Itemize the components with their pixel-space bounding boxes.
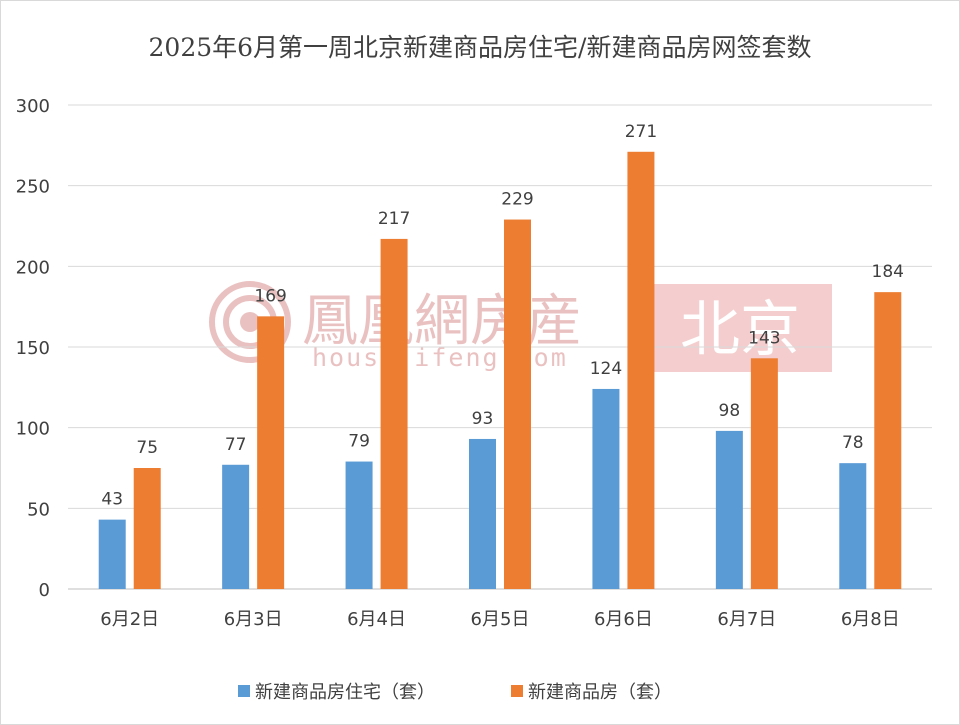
- bar-residential: [469, 438, 496, 589]
- data-label: 43: [101, 490, 123, 510]
- watermark-brand: 鳳凰網房産: [302, 289, 582, 354]
- data-label: 271: [625, 122, 657, 142]
- y-tick-label: 50: [27, 499, 50, 520]
- data-label: 98: [719, 401, 741, 421]
- gridlines: [68, 104, 932, 590]
- bar-residential: [839, 463, 867, 589]
- x-tick-label: 6月8日: [841, 609, 900, 630]
- x-tick-label: 6月5日: [471, 609, 530, 630]
- data-label: 77: [225, 435, 247, 455]
- y-tick-label: 200: [16, 257, 50, 278]
- y-tick-label: 100: [16, 419, 50, 440]
- legend-swatch: [511, 685, 523, 697]
- x-tick-label: 6月3日: [224, 609, 283, 630]
- data-label: 229: [501, 190, 533, 210]
- data-label: 75: [136, 438, 158, 458]
- y-axis-ticks: 0 50 100 150 200 250 300: [16, 96, 50, 601]
- bar-residential: [98, 519, 126, 589]
- bar-residential: [222, 464, 250, 589]
- bar-total: [874, 292, 902, 589]
- chart-title: 2025年6月第一周北京新建商品房住宅/新建商品房网签套数: [149, 33, 812, 62]
- watermark-city: 北京: [680, 295, 800, 365]
- watermark-city-badge: [648, 284, 832, 372]
- bar-total: [627, 151, 655, 589]
- legend-label: 新建商品房住宅（套）: [255, 682, 435, 703]
- data-label: 143: [748, 328, 780, 348]
- data-label: 217: [378, 209, 410, 229]
- x-tick-label: 6月6日: [594, 609, 653, 630]
- bar-total: [257, 316, 285, 589]
- y-tick-label: 250: [16, 177, 50, 198]
- legend-swatch: [238, 685, 250, 697]
- bar-total: [504, 219, 531, 589]
- y-tick-label: 300: [16, 96, 50, 117]
- data-label: 93: [472, 409, 494, 429]
- legend: 新建商品房住宅（套） 新建商品房（套）: [238, 682, 672, 703]
- x-tick-label: 6月4日: [347, 609, 406, 630]
- data-label: 184: [872, 262, 904, 282]
- data-labels: 43 75 77 169 79 217 93 229 124 271 98 143 78 184: [101, 122, 904, 510]
- bar-residential: [345, 461, 373, 589]
- x-tick-label: 6月7日: [717, 609, 776, 630]
- bar-total: [133, 468, 161, 589]
- data-label: 169: [254, 286, 286, 306]
- data-label: 78: [842, 433, 864, 453]
- bar-total: [750, 358, 778, 589]
- legend-label: 新建商品房（套）: [528, 682, 672, 703]
- y-tick-label: 0: [39, 580, 50, 601]
- x-axis-ticks: 6月2日 6月3日 6月4日 6月5日 6月6日 6月7日 6月8日: [100, 609, 899, 630]
- bar-residential: [715, 430, 743, 589]
- bar-total: [380, 238, 408, 589]
- y-tick-label: 150: [16, 338, 50, 359]
- bars: [98, 151, 902, 589]
- bar-residential: [592, 388, 620, 589]
- data-label: 124: [590, 359, 622, 379]
- x-tick-label: 6月2日: [100, 609, 159, 630]
- data-label: 79: [348, 432, 370, 452]
